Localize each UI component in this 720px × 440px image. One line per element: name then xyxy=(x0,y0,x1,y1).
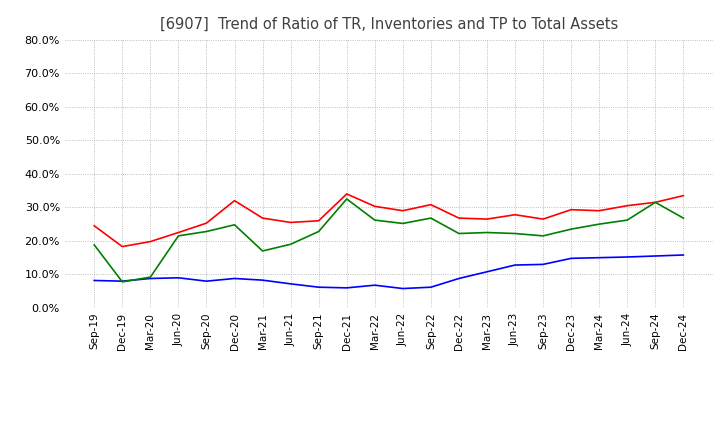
Trade Payables xyxy=(146,275,155,280)
Trade Payables xyxy=(230,222,239,227)
Inventories xyxy=(146,276,155,281)
Trade Receivables xyxy=(258,216,267,221)
Trade Receivables xyxy=(230,198,239,203)
Inventories xyxy=(174,275,183,280)
Inventories xyxy=(595,255,603,260)
Trade Receivables xyxy=(398,208,407,213)
Trade Payables xyxy=(398,221,407,226)
Trade Receivables xyxy=(651,200,660,205)
Trade Payables xyxy=(679,216,688,221)
Trade Receivables xyxy=(371,204,379,209)
Trade Payables xyxy=(371,217,379,223)
Trade Payables xyxy=(315,229,323,234)
Inventories xyxy=(371,282,379,288)
Trade Payables xyxy=(623,217,631,223)
Inventories xyxy=(258,278,267,283)
Trade Receivables xyxy=(539,216,547,222)
Trade Payables xyxy=(343,196,351,202)
Line: Inventories: Inventories xyxy=(94,255,683,289)
Inventories xyxy=(623,254,631,260)
Trade Receivables xyxy=(287,220,295,225)
Inventories xyxy=(539,262,547,267)
Inventories xyxy=(482,269,491,275)
Trade Receivables xyxy=(343,191,351,197)
Trade Payables xyxy=(539,233,547,238)
Inventories xyxy=(426,285,435,290)
Trade Payables xyxy=(258,248,267,253)
Trade Payables xyxy=(426,216,435,221)
Trade Payables xyxy=(651,200,660,205)
Inventories xyxy=(679,253,688,258)
Trade Payables xyxy=(287,242,295,247)
Trade Payables xyxy=(510,231,519,236)
Inventories xyxy=(454,276,463,281)
Trade Payables xyxy=(118,279,127,285)
Inventories xyxy=(287,281,295,286)
Inventories xyxy=(315,285,323,290)
Trade Receivables xyxy=(174,230,183,235)
Trade Receivables xyxy=(426,202,435,207)
Trade Receivables xyxy=(510,212,519,217)
Trade Payables xyxy=(482,230,491,235)
Trade Receivables xyxy=(202,220,211,226)
Trade Receivables xyxy=(118,244,127,249)
Trade Payables xyxy=(90,242,99,248)
Trade Receivables xyxy=(454,216,463,221)
Inventories xyxy=(90,278,99,283)
Trade Receivables xyxy=(623,203,631,208)
Title: [6907]  Trend of Ratio of TR, Inventories and TP to Total Assets: [6907] Trend of Ratio of TR, Inventories… xyxy=(160,16,618,32)
Inventories xyxy=(651,253,660,259)
Trade Receivables xyxy=(315,218,323,224)
Trade Payables xyxy=(174,233,183,238)
Trade Receivables xyxy=(146,239,155,244)
Line: Trade Receivables: Trade Receivables xyxy=(94,194,683,246)
Trade Receivables xyxy=(567,207,575,213)
Trade Receivables xyxy=(679,193,688,198)
Inventories xyxy=(567,256,575,261)
Inventories xyxy=(343,285,351,290)
Trade Payables xyxy=(595,221,603,227)
Line: Trade Payables: Trade Payables xyxy=(94,199,683,282)
Inventories xyxy=(510,262,519,268)
Trade Payables xyxy=(567,227,575,232)
Trade Receivables xyxy=(90,223,99,228)
Inventories xyxy=(202,279,211,284)
Trade Payables xyxy=(454,231,463,236)
Inventories xyxy=(118,279,127,284)
Trade Receivables xyxy=(595,208,603,213)
Trade Payables xyxy=(202,229,211,234)
Inventories xyxy=(230,276,239,281)
Trade Receivables xyxy=(482,216,491,222)
Inventories xyxy=(398,286,407,291)
